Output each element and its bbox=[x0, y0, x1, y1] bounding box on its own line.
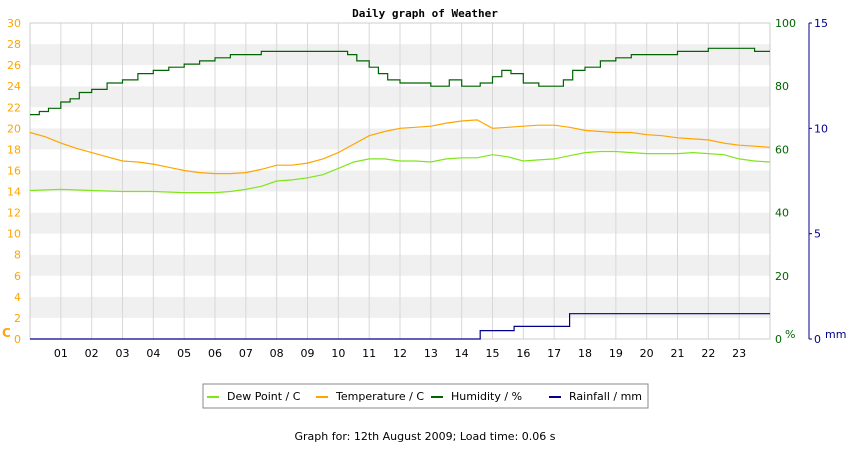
legend-box bbox=[202, 383, 649, 409]
humidity-tick-label: 80 bbox=[775, 80, 789, 93]
series-group bbox=[29, 47, 771, 340]
temperature-tick-label: 18 bbox=[7, 143, 21, 156]
humidity-tick-label: 100 bbox=[775, 17, 796, 30]
rainfall-tick-label: 10 bbox=[814, 122, 828, 135]
humidity-tick-label: 0 bbox=[775, 333, 782, 346]
x-tick-label: 03 bbox=[116, 347, 130, 360]
chart-title: Daily graph of Weather bbox=[352, 7, 498, 20]
temperature-tick-label: 28 bbox=[7, 38, 21, 51]
x-tick-label: 11 bbox=[362, 347, 376, 360]
legend-label: Dew Point / C bbox=[227, 390, 301, 403]
legend-label: Rainfall / mm bbox=[569, 390, 642, 403]
x-tick-label: 09 bbox=[301, 347, 315, 360]
series-line bbox=[30, 47, 770, 116]
legend-label: Humidity / % bbox=[451, 390, 522, 403]
humidity-unit-label: % bbox=[785, 328, 795, 341]
x-axis: 01 02 03 04 05 06 07 08 09 10 11 12 13 14 15 16 17 18 19 20… bbox=[54, 347, 746, 360]
temperature-tick-label: 20 bbox=[7, 122, 21, 135]
x-tick-label: 04 bbox=[146, 347, 160, 360]
temperature-tick-label: 0 bbox=[14, 333, 21, 346]
rainfall-tick-label: 15 bbox=[814, 17, 828, 30]
temperature-unit-label: C bbox=[2, 326, 11, 340]
x-tick-label: 10 bbox=[331, 347, 345, 360]
x-tick-label: 16 bbox=[516, 347, 530, 360]
x-tick-label: 23 bbox=[732, 347, 746, 360]
temperature-tick-label: 12 bbox=[7, 207, 21, 220]
x-tick-label: 19 bbox=[609, 347, 623, 360]
x-tick-label: 08 bbox=[270, 347, 284, 360]
x-tick-label: 07 bbox=[239, 347, 253, 360]
x-tick-label: 22 bbox=[701, 347, 715, 360]
rainfall-unit-label: mm bbox=[825, 328, 846, 341]
x-tick-label: 21 bbox=[671, 347, 685, 360]
vertical-gridlines bbox=[60, 23, 740, 339]
temperature-tick-label: 16 bbox=[7, 164, 21, 177]
x-tick-label: 06 bbox=[208, 347, 222, 360]
footer-text: Graph for: 12th August 2009; Load time: … bbox=[294, 430, 556, 443]
temperature-tick-label: 30 bbox=[7, 17, 21, 30]
x-tick-label: 01 bbox=[54, 347, 68, 360]
humidity-axis: 0 20 40 60 80 100% bbox=[775, 17, 796, 346]
x-tick-label: 15 bbox=[486, 347, 500, 360]
x-tick-label: 17 bbox=[547, 347, 561, 360]
rainfall-tick-label: 5 bbox=[814, 228, 821, 241]
series-line bbox=[30, 313, 770, 340]
temperature-tick-label: 6 bbox=[14, 270, 21, 283]
temperature-tick-label: 8 bbox=[14, 249, 21, 262]
temperature-tick-label: 4 bbox=[14, 291, 21, 304]
x-tick-label: 02 bbox=[85, 347, 99, 360]
legend-label: Temperature / C bbox=[335, 390, 424, 403]
x-tick-label: 18 bbox=[578, 347, 592, 360]
humidity-tick-label: 20 bbox=[775, 270, 789, 283]
x-tick-label: 12 bbox=[393, 347, 407, 360]
temperature-tick-label: 26 bbox=[7, 59, 21, 72]
x-tick-label: 20 bbox=[640, 347, 654, 360]
humidity-tick-label: 40 bbox=[775, 207, 789, 220]
rainfall-tick-label: 0 bbox=[814, 333, 821, 346]
x-tick-label: 05 bbox=[177, 347, 191, 360]
temperature-tick-label: 2 bbox=[14, 312, 21, 325]
temperature-tick-label: 14 bbox=[7, 186, 21, 199]
x-tick-label: 13 bbox=[424, 347, 438, 360]
temperature-tick-label: 22 bbox=[7, 101, 21, 114]
legend: Dew Point / C Temperature / C Humidity / %… bbox=[202, 383, 649, 409]
rainfall-axis: 0 5 10 15 mm bbox=[808, 17, 846, 346]
series-line bbox=[29, 119, 771, 175]
humidity-tick-label: 60 bbox=[775, 143, 789, 156]
series-line bbox=[29, 150, 771, 194]
x-tick-label: 14 bbox=[455, 347, 469, 360]
temperature-tick-label: 24 bbox=[7, 80, 21, 93]
temperature-tick-label: 10 bbox=[7, 228, 21, 241]
